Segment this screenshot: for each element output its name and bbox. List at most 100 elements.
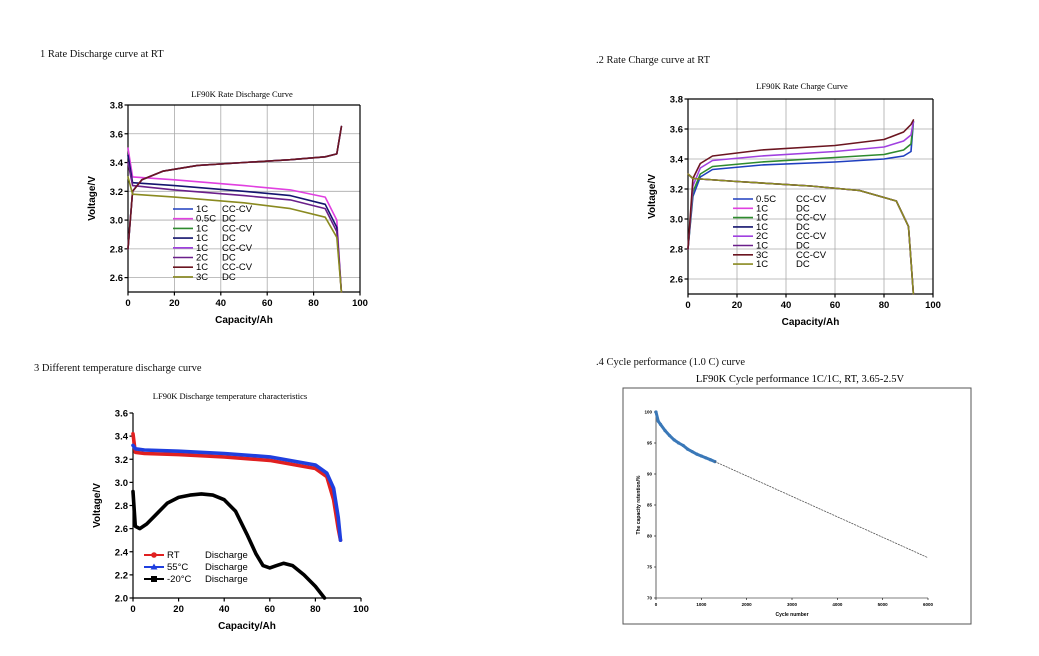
y-tick-label: 3.4 bbox=[670, 155, 684, 166]
y-tick-label: 100 bbox=[644, 410, 652, 415]
x-axis-label: Capacity/Ah bbox=[782, 317, 840, 328]
y-tick-label: 3.0 bbox=[110, 216, 123, 227]
data-point bbox=[668, 433, 672, 438]
data-point bbox=[695, 452, 699, 456]
y-tick-label: 3.8 bbox=[670, 95, 683, 106]
data-point bbox=[699, 454, 703, 458]
x-tick-label: 4000 bbox=[832, 602, 843, 607]
x-tick-label: 100 bbox=[352, 298, 368, 309]
legend-mode: CC-CV bbox=[796, 213, 827, 224]
x-tick-label: 60 bbox=[265, 604, 276, 615]
legend-mode: CC-CV bbox=[222, 243, 253, 254]
y-axis-label: The capacity retention/% bbox=[636, 475, 642, 534]
x-tick-label: 100 bbox=[353, 604, 369, 615]
chart-title: LF90K Cycle performance 1C/1C, RT, 3.65-… bbox=[696, 374, 905, 385]
y-tick-label: 3.8 bbox=[110, 101, 123, 112]
legend-mode: DC bbox=[222, 253, 236, 264]
data-point bbox=[658, 422, 663, 426]
data-point bbox=[690, 450, 694, 454]
legend-mode: DC bbox=[222, 214, 236, 225]
y-tick-label: 70 bbox=[647, 596, 653, 601]
x-tick-label: 40 bbox=[216, 298, 227, 309]
y-tick-label: 2.6 bbox=[115, 524, 128, 535]
chart-1: LF90K Rate Discharge Curve 0 20 40 60 80 100 2.… bbox=[87, 89, 368, 326]
y-tick-label: 95 bbox=[647, 441, 653, 446]
y-tick-label: 2.8 bbox=[110, 244, 123, 255]
chart-frame bbox=[622, 387, 972, 625]
chart-3: LF90K Discharge temperature characterist… bbox=[92, 391, 369, 632]
y-tick-label: 3.2 bbox=[115, 455, 128, 466]
legend-mode: Discharge bbox=[205, 550, 248, 561]
data-point bbox=[656, 419, 660, 423]
y-tick-label: 3.6 bbox=[670, 125, 683, 136]
chart-title: LF90K Rate Charge Curve bbox=[756, 81, 848, 91]
y-tick-label: 3.0 bbox=[670, 215, 683, 226]
data-point bbox=[681, 443, 685, 448]
series-line-3 bbox=[131, 489, 327, 600]
legend-label: 1C bbox=[196, 243, 208, 254]
x-tick-label: 2000 bbox=[742, 602, 753, 607]
legend-mode: Discharge bbox=[205, 574, 248, 585]
legend-label: 1C bbox=[756, 203, 768, 214]
legend-label: 1C bbox=[196, 262, 208, 273]
legend-label: 1C bbox=[756, 222, 768, 233]
series-line-7 bbox=[127, 125, 343, 250]
legend-label: 1C bbox=[196, 223, 208, 234]
heading-temperature-discharge: 3 Different temperature discharge curve bbox=[34, 363, 202, 374]
y-tick-label: 3.6 bbox=[115, 409, 128, 420]
heading-cycle-performance: .4 Cycle performance (1.0 C) curve bbox=[596, 357, 745, 368]
y-tick-label: 3.2 bbox=[110, 187, 123, 198]
legend-label: 55°C bbox=[167, 562, 188, 573]
heading-rate-discharge: 1 Rate Discharge curve at RT bbox=[40, 49, 164, 60]
legend: RT Discharge 55°C Discharge -20°C Discharge bbox=[144, 550, 248, 585]
series-line-7 bbox=[687, 119, 915, 250]
legend-label: -20°C bbox=[167, 574, 192, 585]
series-line-2 bbox=[127, 147, 343, 293]
series-line-2 bbox=[131, 443, 343, 543]
x-tick-label: 1000 bbox=[696, 602, 707, 607]
x-tick-label: 40 bbox=[781, 300, 792, 311]
legend-mode: CC-CV bbox=[222, 262, 253, 273]
y-tick-label: 3.4 bbox=[115, 432, 129, 443]
y-tick-label: 2.6 bbox=[110, 273, 123, 284]
series-line-2 bbox=[714, 461, 929, 559]
chart-title: LF90K Rate Discharge Curve bbox=[191, 89, 293, 99]
x-tick-label: 0 bbox=[130, 604, 135, 615]
chart-4: LF90K Cycle performance 1C/1C, RT, 3.65-… bbox=[622, 374, 972, 625]
x-tick-label: 6000 bbox=[923, 602, 934, 607]
x-tick-label: 0 bbox=[655, 602, 658, 607]
x-tick-label: 80 bbox=[879, 300, 890, 311]
y-tick-label: 2.8 bbox=[115, 501, 128, 512]
x-tick-label: 0 bbox=[125, 298, 130, 309]
y-tick-label: 85 bbox=[647, 503, 653, 508]
x-tick-label: 3000 bbox=[787, 602, 798, 607]
legend-mode: CC-CV bbox=[796, 231, 827, 242]
legend-label: 1C bbox=[196, 204, 208, 215]
chart-title: LF90K Discharge temperature characterist… bbox=[153, 391, 307, 401]
x-tick-label: 20 bbox=[732, 300, 743, 311]
legend-mode: Discharge bbox=[205, 562, 248, 573]
y-tick-label: 2.4 bbox=[115, 547, 129, 558]
y-tick-label: 2.6 bbox=[670, 275, 683, 286]
data-point bbox=[704, 456, 708, 460]
data-point bbox=[663, 429, 667, 433]
legend: 0.5C CC-CV 1C DC 1C CC-CV 1C DC 2C CC-CV 1C DC 3C CC-… bbox=[733, 194, 827, 270]
legend-mode: DC bbox=[796, 241, 810, 252]
series-line-1 bbox=[687, 120, 915, 250]
y-tick-label: 3.6 bbox=[110, 129, 123, 140]
x-tick-label: 60 bbox=[262, 298, 273, 309]
legend-label: 3C bbox=[756, 250, 768, 261]
legend-label: 2C bbox=[196, 253, 208, 264]
x-tick-label: 80 bbox=[308, 298, 319, 309]
legend-label: 1C bbox=[756, 241, 768, 252]
x-tick-label: 100 bbox=[925, 300, 941, 311]
legend: 1C CC-CV 0.5C DC 1C CC-CV 1C DC 1C CC-CV 2C DC 1C CC-… bbox=[173, 204, 253, 283]
chart-2: LF90K Rate Charge Curve 0 20 40 60 80 100 2.6 2.… bbox=[647, 81, 941, 328]
x-tick-label: 40 bbox=[219, 604, 230, 615]
series-line-8 bbox=[687, 173, 915, 295]
y-tick-label: 2.0 bbox=[115, 594, 128, 605]
y-tick-label: 3.4 bbox=[110, 158, 124, 169]
series-line-1 bbox=[131, 431, 343, 543]
legend-marker bbox=[151, 576, 157, 582]
data-point bbox=[672, 438, 676, 442]
